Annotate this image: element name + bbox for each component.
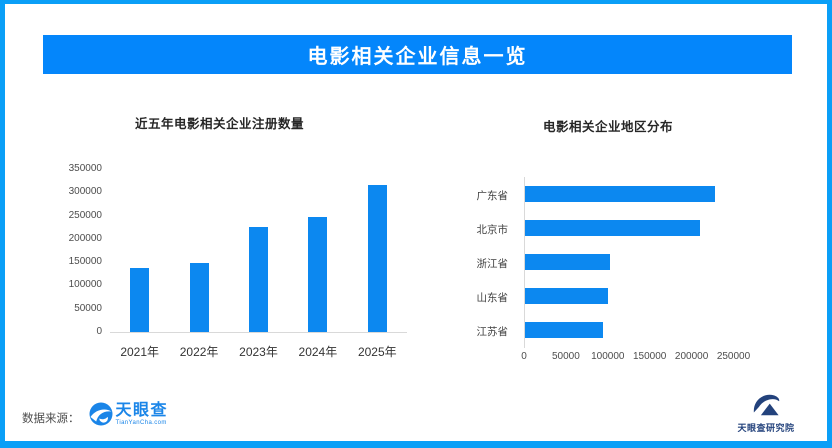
research-institute-logo: 天眼查研究院	[728, 391, 804, 434]
region-bar	[525, 288, 608, 304]
year-label: 2025年	[357, 345, 397, 359]
data-source: 数据来源： 天眼查 TianYanCha.com	[22, 402, 168, 426]
region-bar	[525, 254, 610, 270]
region-label: 山东省	[476, 292, 509, 304]
frame-border-right	[827, 0, 832, 448]
year-label: 2021年	[120, 345, 160, 359]
y-tick-label: 150000	[68, 256, 102, 268]
tianyancha-logo: 天眼查 TianYanCha.com	[89, 402, 169, 426]
y-tick-label: 0	[96, 326, 102, 337]
frame-border-top	[0, 0, 832, 4]
region-label: 江苏省	[476, 326, 509, 338]
y-tick-label: 300000	[68, 186, 102, 198]
data-source-label: 数据来源：	[22, 412, 80, 425]
registration-bar	[249, 227, 268, 332]
x-tick-label: 150000	[633, 351, 667, 362]
registration-bar	[189, 263, 209, 332]
x-tick-label: 0	[521, 351, 527, 362]
x-tick-label: 200000	[674, 351, 709, 362]
y-tick-label: 50000	[74, 302, 102, 314]
frame-border-bottom	[0, 441, 832, 448]
frame-border-left	[0, 0, 5, 448]
tianyancha-logo-domain: TianYanCha.com	[115, 420, 167, 426]
region-bar	[525, 220, 700, 236]
x-tick-label: 50000	[551, 351, 580, 362]
y-tick-label: 350000	[68, 163, 102, 174]
page-title: 电影相关企业信息一览	[307, 46, 528, 68]
region-bar	[525, 186, 715, 202]
registration-bar	[130, 268, 150, 332]
year-label: 2023年	[239, 345, 278, 359]
y-axis-line	[524, 177, 525, 348]
research-institute-label: 天眼查研究院	[737, 423, 795, 433]
tianyancha-logo-text: 天眼查	[115, 402, 169, 419]
registration-bar	[308, 217, 328, 332]
year-label: 2024年	[298, 345, 338, 359]
x-axis-line	[110, 332, 407, 333]
region-label: 浙江省	[476, 258, 509, 270]
registration-bar	[367, 185, 387, 332]
left-chart-title: 近五年电影相关企业注册数量	[135, 117, 305, 131]
year-label: 2022年	[179, 345, 219, 359]
y-tick-label: 200000	[68, 232, 102, 244]
y-tick-label: 250000	[68, 209, 102, 221]
x-tick-label: 100000	[591, 351, 625, 362]
page-title-banner: 电影相关企业信息一览	[43, 35, 792, 74]
region-label: 北京市	[476, 224, 509, 236]
tianyancha-eye-icon	[89, 402, 112, 426]
research-institute-icon	[753, 394, 780, 416]
x-tick-label: 250000	[716, 351, 751, 362]
right-chart-title: 电影相关企业地区分布	[543, 120, 674, 134]
y-tick-label: 100000	[68, 279, 102, 291]
region-label: 广东省	[476, 190, 509, 202]
region-bar	[525, 322, 603, 338]
